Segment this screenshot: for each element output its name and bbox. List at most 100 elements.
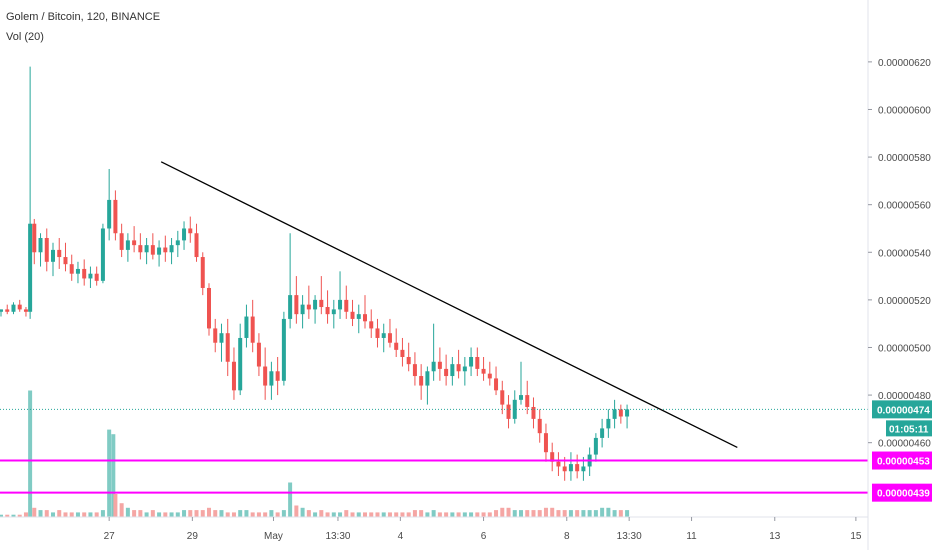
candle-body	[531, 406, 536, 419]
time-axis-tick-label: 13	[769, 531, 781, 542]
volume-bar	[444, 512, 449, 517]
volume-bar	[475, 512, 480, 517]
candle-body	[69, 264, 74, 274]
volume-bar	[100, 510, 105, 517]
volume-bar	[350, 512, 355, 517]
candle-body	[0, 309, 3, 312]
volume-indicator-label[interactable]: Vol (20)	[6, 31, 44, 43]
candle-body	[38, 238, 43, 253]
level-price-value: 0.00000439	[877, 489, 930, 500]
volume-bar	[300, 507, 305, 517]
volume-bar	[531, 510, 536, 517]
lines-layer	[0, 161, 868, 494]
price-axis[interactable]: 0.00000620 0.00000600 0.00000580 0.00000560…	[868, 58, 931, 450]
volume-bar	[44, 510, 49, 517]
volume-bar	[32, 507, 37, 517]
volume-bar	[113, 494, 118, 517]
candle-body	[319, 299, 324, 308]
volume-bar	[481, 512, 486, 517]
candle-body	[63, 257, 68, 265]
volume-bar	[207, 507, 211, 517]
volume-bar	[618, 510, 623, 517]
volume-bar	[469, 512, 474, 517]
candle-body	[581, 466, 586, 472]
candle-body	[556, 461, 561, 467]
volume-bar	[568, 510, 573, 517]
volume-bar	[612, 510, 617, 517]
volume-bar	[313, 512, 318, 517]
volume-bar	[69, 512, 74, 517]
candle-body	[138, 245, 143, 253]
candle-body	[306, 304, 311, 310]
candle-body	[500, 390, 505, 405]
candle-body	[75, 268, 80, 274]
candle-body	[94, 273, 99, 281]
time-axis[interactable]: 27 29 May 13:30 4 6 8 13:30 11 13 15	[104, 517, 862, 542]
candle-body	[494, 378, 499, 391]
time-axis-tick-label: 6	[481, 531, 487, 542]
countdown-tag	[886, 420, 932, 437]
volume-bar	[575, 510, 580, 517]
time-axis-tick-label: 15	[850, 531, 862, 542]
volume-bar	[562, 510, 567, 517]
candle-body	[612, 409, 617, 419]
volume-bar	[331, 512, 336, 517]
volume-bar	[275, 512, 280, 517]
volume-bar	[125, 507, 130, 517]
candle-body	[325, 307, 330, 315]
volume-bar	[119, 503, 124, 517]
candle-body	[213, 328, 218, 343]
candle-body	[400, 349, 405, 357]
candle-body	[169, 245, 174, 253]
candle-body	[294, 295, 299, 315]
candle-body	[456, 364, 461, 372]
volume-bar	[500, 507, 505, 517]
volume-bar	[369, 512, 374, 517]
candle-body	[144, 245, 149, 253]
candle-body	[356, 314, 361, 319]
candle-body	[163, 247, 168, 253]
volume-bar	[231, 512, 236, 517]
volume-bar	[256, 512, 261, 517]
candle-body	[381, 333, 386, 338]
candle-body	[23, 309, 28, 312]
volume-bar	[556, 510, 561, 517]
candle-body	[263, 366, 268, 386]
volume-bar	[425, 512, 430, 517]
candle-body	[281, 318, 286, 381]
candle-body	[568, 464, 573, 472]
time-axis-tick-label: 4	[398, 531, 404, 542]
volume-bar	[219, 510, 224, 517]
candle-body	[225, 333, 230, 362]
candle-body	[88, 273, 93, 279]
volume-bar	[325, 512, 330, 517]
candle-body	[387, 333, 392, 343]
time-axis-tick-label: 27	[104, 531, 116, 542]
candle-body	[219, 333, 224, 343]
candle-body	[100, 228, 105, 281]
volume-bar	[294, 505, 299, 517]
volume-bar	[462, 512, 467, 517]
candle-body	[600, 428, 605, 438]
candle-body	[275, 371, 280, 381]
volume-bar	[51, 512, 55, 517]
candle-body	[519, 395, 523, 400]
candle-body	[119, 233, 124, 250]
time-axis-tick-label: 11	[686, 531, 697, 542]
candle-body	[525, 395, 530, 407]
candle-body	[207, 287, 211, 329]
candle-body	[506, 404, 511, 419]
time-axis-tick-label: 8	[564, 531, 570, 542]
volume-bar	[381, 512, 386, 517]
candle-body	[425, 371, 430, 386]
price-axis-tick-label: 0.00000620	[878, 58, 931, 69]
level-price-tag	[872, 483, 932, 502]
volume-bar	[63, 512, 68, 517]
bar-countdown: 01:05:11	[889, 424, 929, 435]
candle-body	[344, 299, 349, 312]
volume-bar	[213, 510, 218, 517]
volume-bar	[250, 512, 255, 517]
candle-body	[17, 304, 22, 310]
